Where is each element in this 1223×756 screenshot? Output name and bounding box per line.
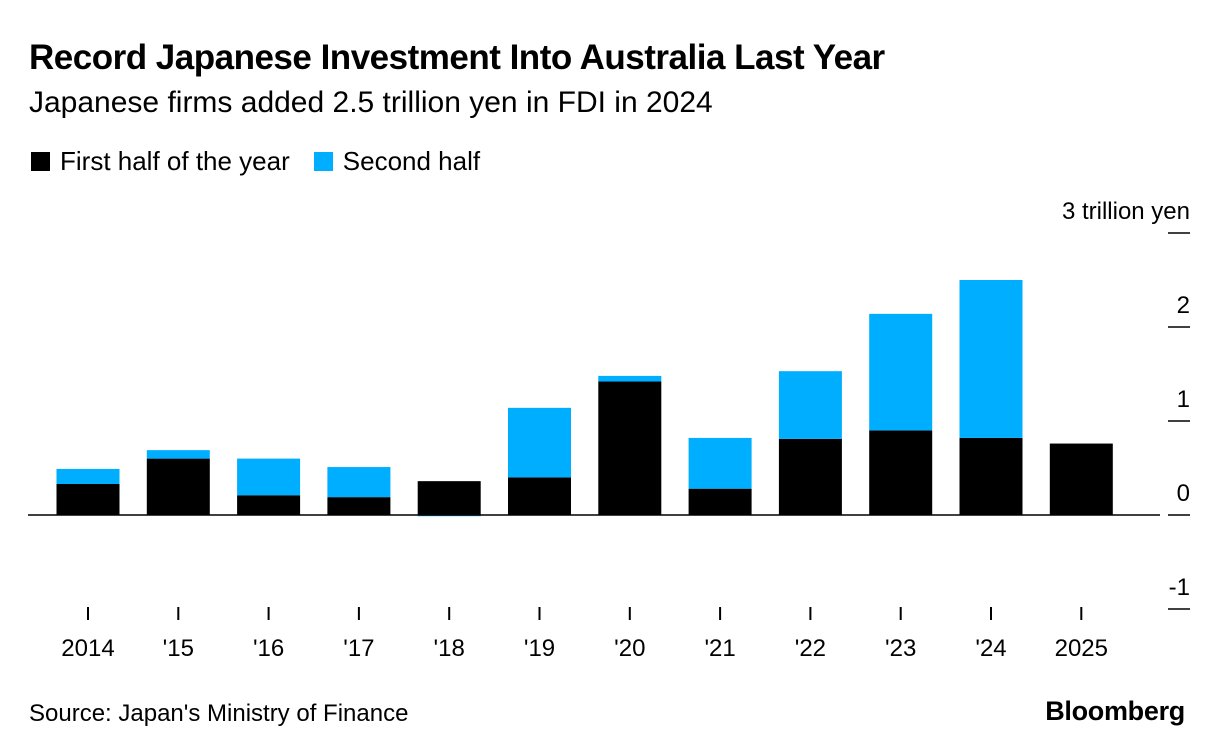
x-tick-label: '20 — [614, 635, 645, 662]
bar-second-half — [146, 450, 210, 459]
bar-first-half — [327, 497, 391, 515]
chart-subtitle: Japanese firms added 2.5 trillion yen in… — [29, 86, 713, 119]
bar-first-half — [417, 481, 481, 515]
bar-second-half — [327, 467, 391, 498]
y-tick-label: -1 — [1169, 574, 1190, 601]
bar-first-half — [508, 477, 571, 515]
legend-label-second-half: Second half — [342, 146, 481, 176]
bar-first-half — [56, 483, 120, 515]
x-tick-label: '21 — [704, 635, 735, 662]
legend-swatch-second-half — [313, 152, 333, 171]
bar-first-half — [869, 430, 933, 515]
x-tick-label: '24 — [975, 635, 1006, 662]
bloomberg-logo: Bloomberg — [1045, 696, 1185, 726]
bar-second-half — [237, 458, 301, 496]
bar-first-half — [146, 458, 210, 515]
legend-item-second-half: Second half — [313, 146, 481, 177]
bar-second-half — [869, 313, 933, 431]
bar-first-half — [778, 438, 842, 515]
bar-first-half — [688, 488, 752, 515]
x-tick-label: '17 — [343, 635, 374, 662]
legend-label-first-half: First half of the year — [60, 146, 290, 176]
x-tick-label: '23 — [885, 635, 916, 662]
y-tick-label: 1 — [1177, 386, 1190, 413]
bar-second-half — [688, 437, 752, 489]
y-tick-label: 2 — [1177, 292, 1190, 319]
bar-first-half — [237, 495, 301, 515]
legend-swatch-first-half — [31, 152, 50, 171]
y-tick-label: 0 — [1177, 480, 1190, 507]
x-tick-label: 2014 — [61, 635, 114, 662]
x-tick-label: 2025 — [1055, 635, 1108, 662]
x-tick-label: '16 — [253, 635, 284, 662]
chart-title: Record Japanese Investment Into Australi… — [29, 38, 885, 77]
bar-second-half — [959, 280, 1023, 438]
y-tick-label: 3 trillion yen — [1062, 198, 1190, 225]
source-note: Source: Japan's Ministry of Finance — [29, 700, 409, 727]
legend-item-first-half: First half of the year — [31, 146, 290, 177]
x-tick-label: '22 — [795, 635, 826, 662]
bar-second-half — [598, 375, 662, 382]
bar-second-half — [508, 407, 571, 478]
bar-first-half — [959, 437, 1023, 515]
x-tick-label: '18 — [434, 635, 465, 662]
x-tick-label: '19 — [524, 635, 555, 662]
bar-second-half — [778, 371, 842, 439]
bar-second-half — [56, 468, 120, 484]
bar-first-half — [1049, 443, 1113, 515]
x-tick-label: '15 — [163, 635, 194, 662]
bar-first-half — [598, 381, 662, 515]
legend: First half of the year Second half — [31, 146, 504, 177]
